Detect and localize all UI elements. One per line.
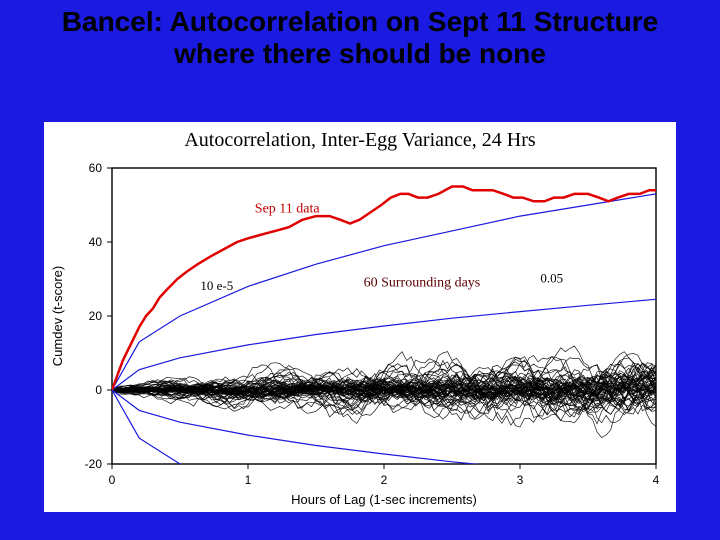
chart-svg: Autocorrelation, Inter-Egg Variance, 24 …: [44, 122, 676, 512]
chart-title: Autocorrelation, Inter-Egg Variance, 24 …: [184, 129, 536, 151]
surrounding-series: [112, 357, 656, 437]
y-tick-label: 60: [89, 161, 103, 175]
chart-annotation: Sep 11 data: [255, 201, 321, 216]
x-tick-label: 3: [517, 473, 524, 487]
chart-annotation: 60 Surrounding days: [364, 275, 481, 290]
y-tick-label: 20: [89, 309, 103, 323]
y-tick-label: 40: [89, 235, 103, 249]
y-axis-label: Cumdev (t-score): [50, 266, 65, 366]
x-tick-label: 0: [109, 473, 116, 487]
x-tick-label: 4: [653, 473, 660, 487]
slide-title: Bancel: Autocorrelation on Sept 11 Struc…: [0, 0, 720, 70]
y-tick-label: 0: [95, 383, 102, 397]
chart-annotation: 10 e-5: [200, 278, 233, 293]
slide: Bancel: Autocorrelation on Sept 11 Struc…: [0, 0, 720, 540]
x-tick-label: 1: [245, 473, 252, 487]
chart-frame: Autocorrelation, Inter-Egg Variance, 24 …: [44, 122, 676, 512]
y-tick-label: -20: [85, 457, 103, 471]
plot-border: [112, 168, 656, 464]
chart-annotation: 0.05: [540, 271, 563, 286]
envelope-upper: [112, 299, 656, 390]
x-tick-label: 2: [381, 473, 388, 487]
envelope-upper: [112, 194, 656, 390]
x-axis-label: Hours of Lag (1-sec increments): [291, 492, 477, 507]
